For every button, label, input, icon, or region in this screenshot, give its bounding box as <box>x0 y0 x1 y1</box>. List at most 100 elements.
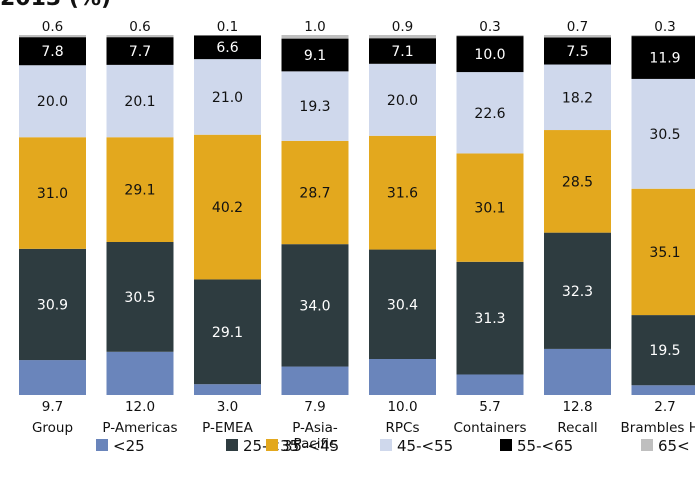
category-label-p-asia-pacific: P-Asia-Pacific <box>292 420 338 452</box>
bar-segment-p-americas-lt-25 <box>106 351 174 395</box>
legend-item-65lt: 65< <box>641 437 690 455</box>
category-label-containers: Containers <box>453 420 526 436</box>
category-label-recall: Recall <box>557 420 597 436</box>
bar-segment-rpcs-55-lt-65 <box>369 38 436 64</box>
data-label-p-asia-pacific-55-lt-65: 9.1 <box>304 48 326 64</box>
bar-group-p-emea: 3.0 29.1 40.2 21.0 6.6 0.1 <box>194 19 261 415</box>
data-label-p-emea-55-lt-65: 6.6 <box>216 40 238 56</box>
bar-group-p-asia-pacific: 7.9 34.0 28.7 19.3 9.1 1.0 <box>281 19 349 415</box>
legend-label-65lt: 65< <box>658 437 690 455</box>
data-label-containers-45-lt-55: 22.6 <box>474 106 505 122</box>
data-label-recall-45-lt-55: 18.2 <box>562 90 593 106</box>
data-label-recall-65lt: 0.7 <box>567 19 588 35</box>
data-label-p-emea-65lt: 0.1 <box>217 19 238 35</box>
bar-segment-recall-25-lt-35 <box>544 232 611 349</box>
data-label-rpcs-35-lt-45: 31.6 <box>387 186 418 202</box>
data-label-recall-55-lt-65: 7.5 <box>566 44 588 60</box>
data-label-group-55-lt-65: 7.8 <box>41 44 63 60</box>
data-label-p-asia-pacific-45-lt-55: 19.3 <box>299 99 330 115</box>
chart-title: 2013 (%) <box>0 0 111 11</box>
legend-label-lt-25: <25 <box>113 437 145 455</box>
bar-segment-brambles-hq-65lt <box>631 35 695 37</box>
data-label-p-asia-pacific-lt-25: 7.9 <box>304 399 325 415</box>
data-label-brambles-hq-25-lt-35: 19.5 <box>649 343 680 359</box>
category-label-rpcs: RPCs <box>386 420 420 436</box>
category-label-p-emea: P-EMEA <box>202 420 253 436</box>
bar-segment-rpcs-lt-25 <box>369 359 436 395</box>
bar-segment-p-asia-pacific-45-lt-55 <box>281 71 349 141</box>
bar-segment-recall-35-lt-45 <box>544 130 611 233</box>
bar-segment-p-americas-55-lt-65 <box>106 37 174 65</box>
data-label-group-65lt: 0.6 <box>42 19 63 35</box>
bar-segment-rpcs-25-lt-35 <box>369 249 436 359</box>
data-label-p-americas-55-lt-65: 7.7 <box>129 44 151 60</box>
bar-segment-p-emea-55-lt-65 <box>194 35 261 60</box>
data-label-brambles-hq-65lt: 0.3 <box>654 19 675 35</box>
data-label-recall-35-lt-45: 28.5 <box>562 174 593 190</box>
bar-segment-brambles-hq-lt-25 <box>631 385 695 395</box>
bar-segment-brambles-hq-55-lt-65 <box>631 36 695 79</box>
legend-swatch-55-lt-65 <box>500 439 512 451</box>
data-label-rpcs-65lt: 0.9 <box>392 19 413 35</box>
bar-segment-rpcs-65lt <box>369 35 436 39</box>
data-label-p-emea-lt-25: 3.0 <box>217 399 238 415</box>
bar-segment-p-asia-pacific-65lt <box>281 35 349 39</box>
legend-label-35-lt-45: 35-<45 <box>283 437 339 455</box>
data-label-p-emea-35-lt-45: 40.2 <box>212 200 243 216</box>
data-label-brambles-hq-55-lt-65: 11.9 <box>649 51 680 67</box>
bar-segment-p-emea-35-lt-45 <box>194 134 261 280</box>
data-label-p-asia-pacific-65lt: 1.0 <box>304 19 325 35</box>
category-label-group: Group <box>32 420 73 436</box>
legend-swatch-65lt <box>641 439 653 451</box>
bar-segment-group-45-lt-55 <box>19 65 86 138</box>
data-label-p-americas-35-lt-45: 29.1 <box>124 183 155 199</box>
bar-group-group: 9.7 30.9 31.0 20.0 7.8 0.6 <box>19 19 86 415</box>
data-label-p-asia-pacific-35-lt-45: 28.7 <box>299 186 330 202</box>
bar-segment-p-asia-pacific-25-lt-35 <box>281 244 349 367</box>
data-label-containers-55-lt-65: 10.0 <box>474 47 505 63</box>
bar-segment-p-asia-pacific-lt-25 <box>281 366 349 395</box>
bar-segment-p-asia-pacific-55-lt-65 <box>281 38 349 72</box>
legend-swatch-35-lt-45 <box>266 439 278 451</box>
bar-segment-containers-55-lt-65 <box>456 36 524 73</box>
bar-segment-recall-lt-25 <box>544 348 611 395</box>
data-label-rpcs-lt-25: 10.0 <box>387 399 417 415</box>
legend-item-lt-25: <25 <box>96 437 145 455</box>
bar-segment-rpcs-35-lt-45 <box>369 135 436 250</box>
bar-segment-p-americas-65lt <box>106 35 174 38</box>
bar-segment-containers-lt-25 <box>456 374 524 395</box>
data-label-rpcs-45-lt-55: 20.0 <box>387 93 418 109</box>
bar-segment-containers-65lt <box>456 35 524 37</box>
data-label-p-asia-pacific-25-lt-35: 34.0 <box>299 298 330 314</box>
bar-segment-group-lt-25 <box>19 360 86 395</box>
bar-group-p-americas: 12.0 30.5 29.1 20.1 7.7 0.6 <box>106 19 174 415</box>
data-label-p-americas-lt-25: 12.0 <box>125 399 155 415</box>
bar-segment-brambles-hq-35-lt-45 <box>631 188 695 316</box>
data-label-rpcs-25-lt-35: 30.4 <box>387 297 418 313</box>
data-label-containers-25-lt-35: 31.3 <box>474 311 505 327</box>
bar-segment-brambles-hq-25-lt-35 <box>631 315 695 386</box>
bar-segment-group-35-lt-45 <box>19 137 86 249</box>
data-label-p-americas-25-lt-35: 30.5 <box>124 290 155 306</box>
bar-segment-rpcs-45-lt-55 <box>369 63 436 136</box>
category-label-p-americas: P-Americas <box>102 420 177 436</box>
bar-segment-p-americas-25-lt-35 <box>106 242 174 352</box>
bar-group-brambles-hq: 2.7 19.5 35.1 30.5 11.9 0.3 <box>631 19 695 415</box>
data-label-brambles-hq-lt-25: 2.7 <box>654 399 675 415</box>
bar-segment-recall-65lt <box>544 35 611 38</box>
bar-group-recall: 12.8 32.3 28.5 18.2 7.5 0.7 <box>544 19 611 415</box>
legend-swatch-45-lt-55 <box>380 439 392 451</box>
data-label-p-emea-25-lt-35: 29.1 <box>212 325 243 341</box>
bar-segment-p-asia-pacific-35-lt-45 <box>281 140 349 245</box>
data-label-brambles-hq-35-lt-45: 35.1 <box>649 245 680 261</box>
data-label-p-emea-45-lt-55: 21.0 <box>212 90 243 106</box>
bar-segment-p-americas-45-lt-55 <box>106 64 174 138</box>
data-label-group-lt-25: 9.7 <box>42 399 63 415</box>
legend-swatch-lt-25 <box>96 439 108 451</box>
bar-segment-p-emea-45-lt-55 <box>194 59 261 135</box>
bar-segment-containers-35-lt-45 <box>456 153 524 262</box>
bar-segment-recall-45-lt-55 <box>544 64 611 131</box>
category-label-brambles-hq: Brambles HQ <box>621 420 695 436</box>
data-label-containers-65lt: 0.3 <box>479 19 500 35</box>
